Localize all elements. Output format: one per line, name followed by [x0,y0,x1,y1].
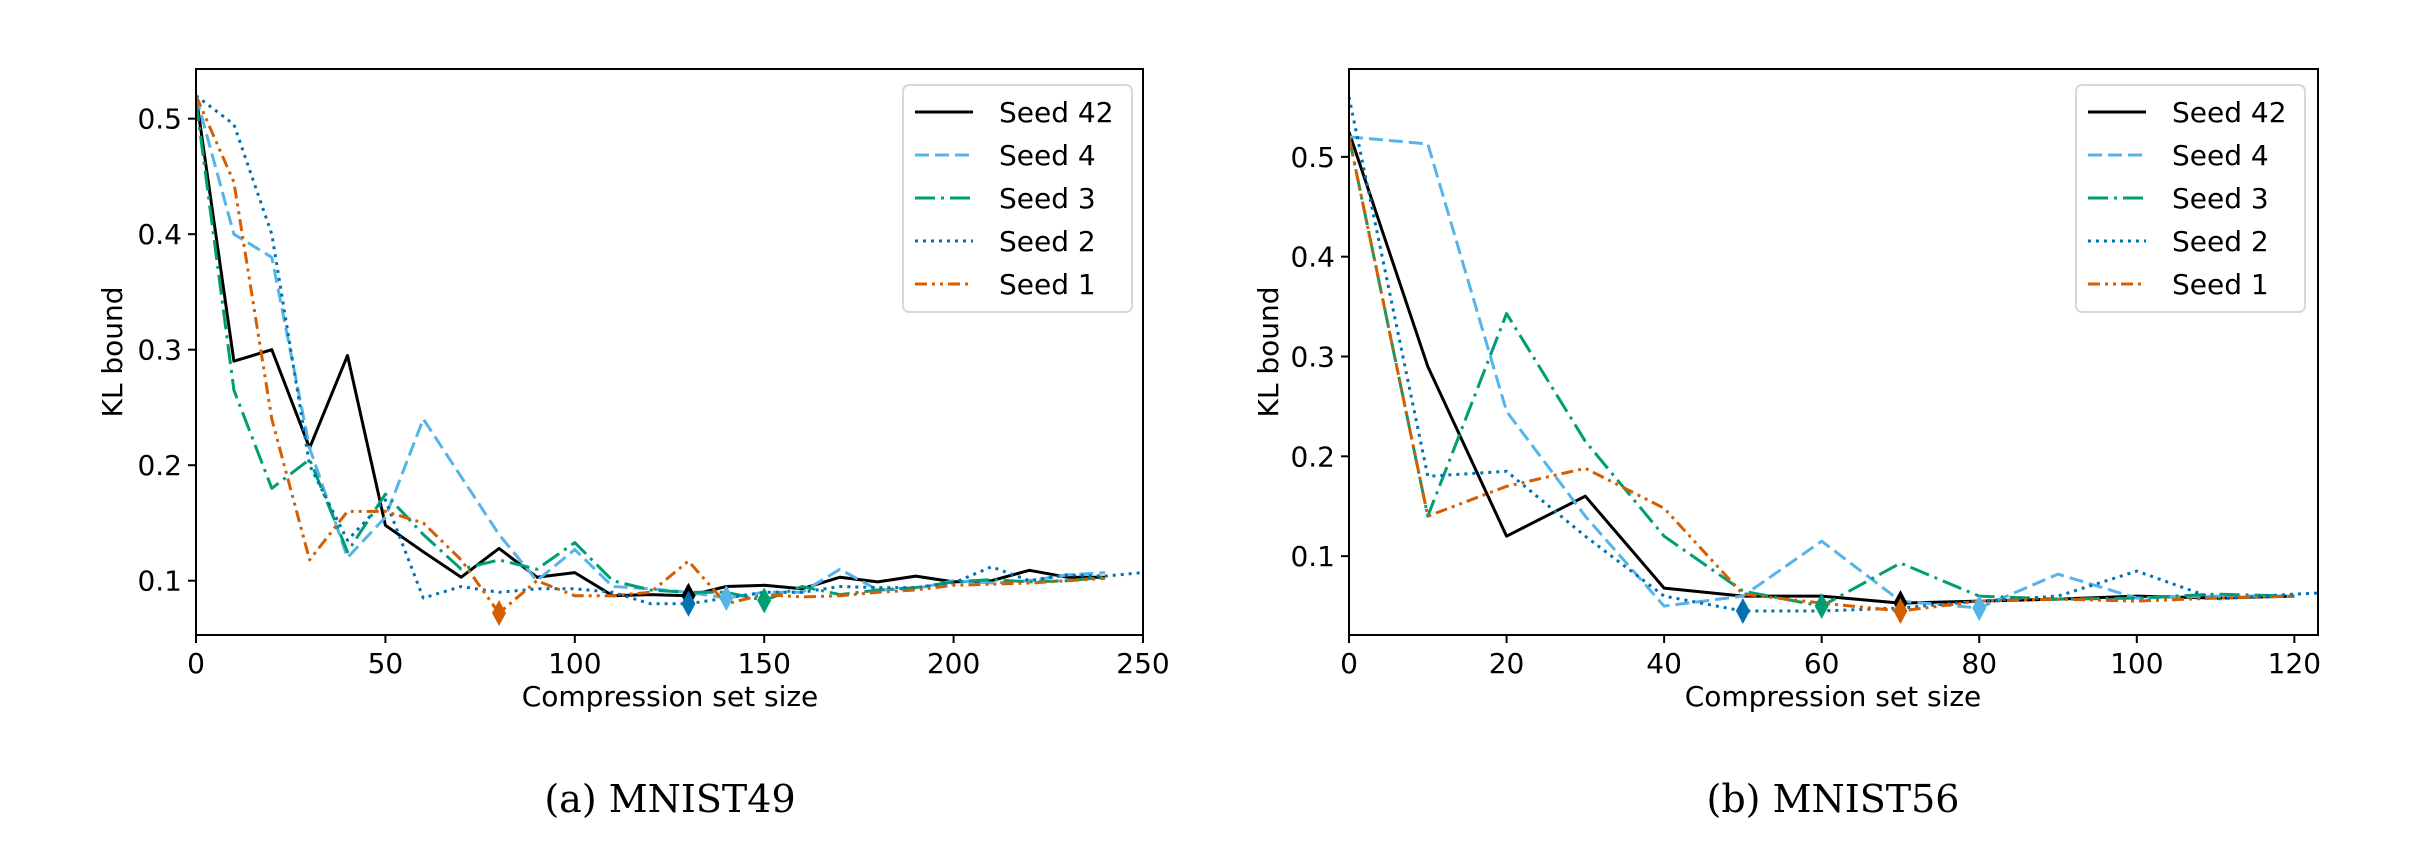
y-tick-label: 0.4 [1290,241,1335,274]
x-tick-label: 0 [1340,647,1358,680]
y-tick-label: 0.2 [137,449,182,482]
legend-label: Seed 1 [2172,268,2269,301]
caption: (a) MNIST49 [544,777,795,821]
x-tick-label: 200 [927,647,980,680]
legend-label: Seed 42 [999,96,1114,129]
panel-mnist49: (a) MNIST49 Compression set size KL boun… [96,68,1170,821]
y-tick-label: 0.5 [1290,141,1335,174]
legend: Seed 42 Seed 4 Seed 3 Seed 2 Seed 1 [2075,84,2306,313]
x-tick-label: 150 [737,647,790,680]
x-tick-label: 40 [1646,647,1682,680]
x-tick-label: 250 [1116,647,1169,680]
series-line-seed [1349,96,2318,613]
panel-mnist56: (b) MNIST56 Compression set size KL boun… [1252,68,2321,821]
series-line-seed [196,101,1106,602]
min-marker [1814,593,1829,620]
axes-frame [1348,68,2319,636]
x-tick-label: 0 [187,647,205,680]
x-tick-label: 50 [368,647,404,680]
x-tick-label: 120 [2268,647,2321,680]
y-axis-label: KL bound [96,286,129,417]
y-tick-label: 0.3 [137,334,182,367]
min-marker [1972,595,1987,622]
x-axis-label: Compression set size [1685,680,1982,713]
y-tick-label: 0.2 [1290,440,1335,473]
min-marker [719,585,734,612]
y-tick-label: 0.1 [137,565,182,598]
series-line-seed [1349,135,2295,610]
caption: (b) MNIST56 [1707,777,1960,821]
axes-frame [195,68,1144,636]
legend-label: Seed 2 [2172,225,2269,258]
y-tick-label: 0.5 [137,103,182,136]
legend-label: Seed 42 [2172,96,2287,129]
x-tick-label: 100 [2110,647,2163,680]
y-axis-label: KL bound [1252,286,1285,417]
x-tick-label: 100 [548,647,601,680]
x-tick-label: 60 [1804,647,1840,680]
min-marker [757,587,772,614]
plot-area [196,94,1143,627]
y-tick-label: 0.1 [1290,540,1335,573]
y-tick-label: 0.4 [137,218,182,251]
series-line-seed [196,94,1106,615]
legend-label: Seed 4 [999,139,1096,172]
x-tick-label: 80 [1961,647,1997,680]
min-marker [492,600,507,627]
plot-area [1349,96,2318,625]
legend-label: Seed 1 [999,268,1096,301]
x-axis-label: Compression set size [522,680,819,713]
min-marker [681,590,696,617]
legend-label: Seed 2 [999,225,1096,258]
min-marker [1893,598,1908,625]
y-tick-label: 0.3 [1290,340,1335,373]
legend-label: Seed 3 [2172,182,2269,215]
legend: Seed 42 Seed 4 Seed 3 Seed 2 Seed 1 [902,84,1133,313]
min-marker [1735,598,1750,625]
legend-label: Seed 3 [999,182,1096,215]
x-tick-label: 20 [1489,647,1525,680]
legend-label: Seed 4 [2172,139,2269,172]
